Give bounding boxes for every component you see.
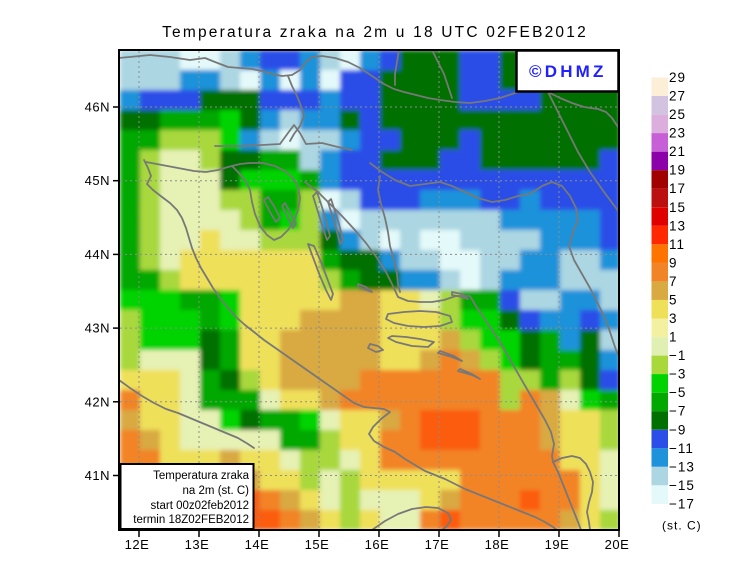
svg-text:15E: 15E (305, 537, 330, 552)
svg-text:−3: −3 (669, 367, 686, 382)
svg-text:−15: −15 (669, 478, 695, 493)
svg-text:Temperatura zraka na 2m u 18 U: Temperatura zraka na 2m u 18 UTC 02FEB20… (162, 24, 588, 41)
svg-text:na 2m (st. C): na 2m (st. C) (183, 485, 250, 497)
svg-text:−7: −7 (669, 404, 686, 419)
svg-text:11: 11 (669, 237, 685, 252)
svg-text:start 00z02feb2012: start 00z02feb2012 (151, 500, 249, 512)
svg-text:14E: 14E (245, 537, 270, 552)
svg-text:18E: 18E (485, 537, 510, 552)
svg-text:−13: −13 (669, 459, 695, 474)
svg-text:19: 19 (669, 163, 686, 178)
svg-text:25: 25 (669, 107, 686, 122)
svg-text:termin 18Z02FEB2012: termin 18Z02FEB2012 (133, 514, 249, 526)
svg-text:−17: −17 (669, 496, 695, 511)
svg-text:12E: 12E (125, 537, 150, 552)
svg-text:−5: −5 (669, 385, 686, 400)
svg-text:21: 21 (669, 144, 686, 159)
svg-text:45N: 45N (85, 173, 110, 188)
svg-text:3: 3 (669, 311, 678, 326)
svg-text:17: 17 (669, 181, 686, 196)
svg-text:15: 15 (669, 200, 686, 215)
svg-text:29: 29 (669, 70, 686, 85)
svg-text:−11: −11 (669, 441, 694, 456)
svg-text:−9: −9 (669, 422, 686, 437)
svg-text:19E: 19E (545, 537, 570, 552)
svg-text:41N: 41N (85, 468, 110, 483)
svg-text:(st. C): (st. C) (662, 519, 702, 533)
svg-text:16E: 16E (365, 537, 390, 552)
svg-text:42N: 42N (85, 394, 110, 409)
svg-text:−1: −1 (669, 348, 686, 363)
svg-text:23: 23 (669, 126, 686, 141)
svg-text:7: 7 (669, 274, 678, 289)
svg-text:44N: 44N (85, 247, 110, 262)
svg-text:20E: 20E (605, 537, 630, 552)
svg-text:13E: 13E (185, 537, 210, 552)
svg-text:17E: 17E (425, 537, 450, 552)
svg-text:©DHMZ: ©DHMZ (529, 62, 607, 81)
svg-text:27: 27 (669, 89, 686, 104)
svg-text:9: 9 (669, 255, 678, 270)
svg-text:13: 13 (669, 218, 686, 233)
svg-text:Temperatura zraka: Temperatura zraka (153, 470, 249, 482)
svg-text:1: 1 (669, 330, 678, 345)
svg-text:46N: 46N (85, 100, 110, 115)
svg-text:43N: 43N (85, 321, 110, 336)
svg-text:5: 5 (669, 293, 678, 308)
